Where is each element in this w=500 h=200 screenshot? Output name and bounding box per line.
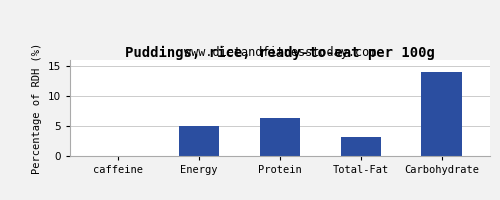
Bar bbox=[179, 126, 220, 156]
Bar bbox=[260, 118, 300, 156]
Bar bbox=[422, 72, 462, 156]
Y-axis label: Percentage of RDH (%): Percentage of RDH (%) bbox=[32, 42, 42, 174]
Title: Puddings, rice, ready-to-eat per 100g: Puddings, rice, ready-to-eat per 100g bbox=[125, 46, 435, 60]
Text: www.dietandfitnesstoday.com: www.dietandfitnesstoday.com bbox=[184, 46, 376, 59]
Bar bbox=[340, 137, 381, 156]
